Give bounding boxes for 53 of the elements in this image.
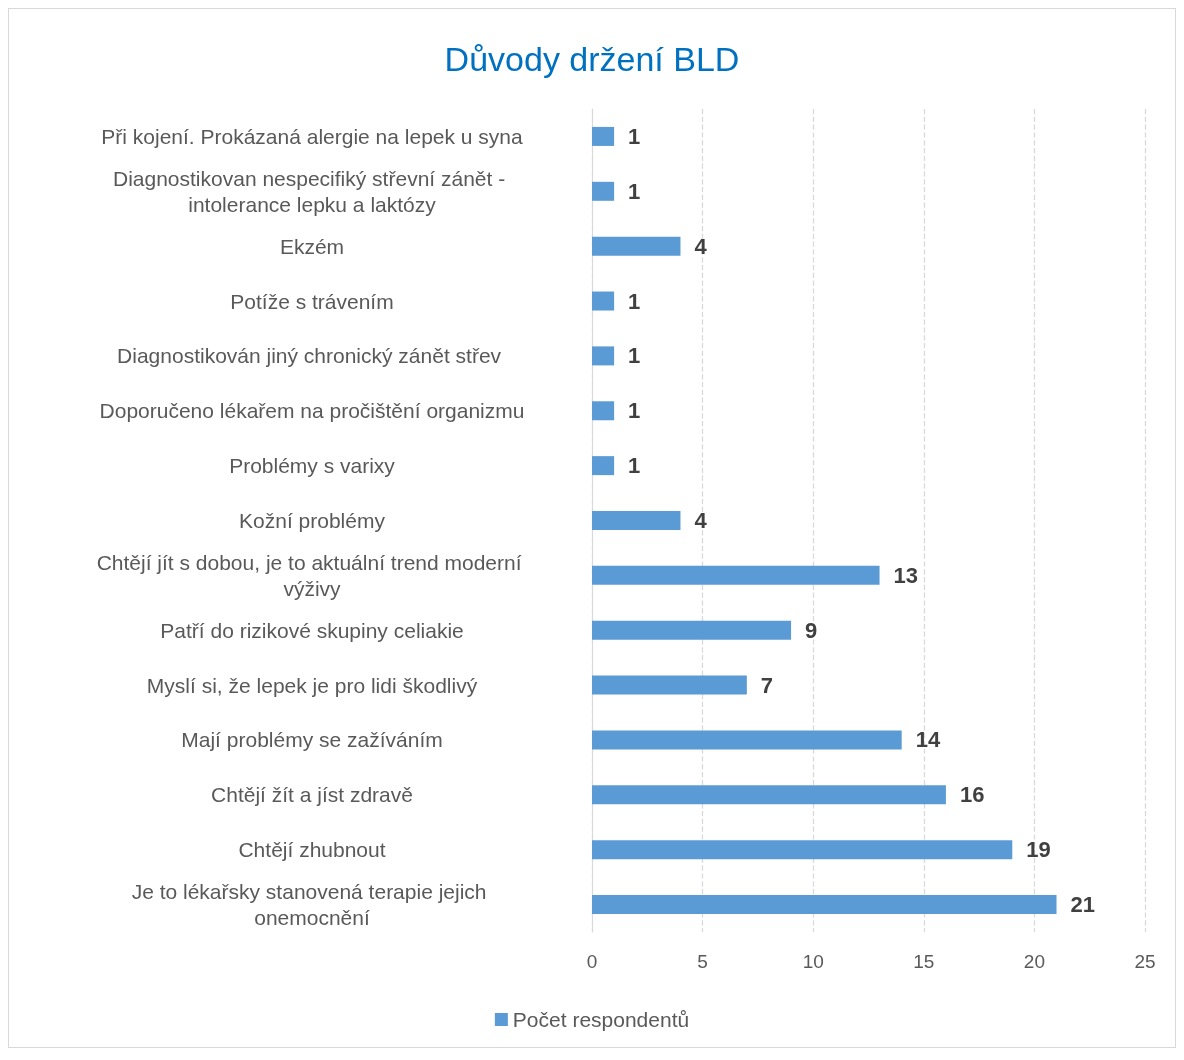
data-label: 13 [893, 562, 919, 588]
bar [592, 236, 681, 256]
y-tick-label: Problémy s varixy [229, 454, 396, 478]
bar [592, 346, 615, 366]
bar [592, 401, 615, 421]
data-label: 1 [628, 123, 641, 149]
y-tick-label: Doporučeno lékařem na pročištění organizmu [99, 399, 525, 423]
x-tick-label: 15 [913, 951, 935, 972]
x-tick-label: 10 [802, 951, 824, 972]
data-label: 19 [1026, 837, 1051, 863]
y-tick-label: Je to lékařsky stanovená terapie jejich onemocnění [131, 880, 493, 930]
y-tick-label: Chtějí zhubnout [238, 838, 386, 862]
data-label: 1 [628, 288, 641, 314]
y-tick-label: Diagnostikovan nespecifiký střevní zánět - intolerance lepku a laktózy [112, 166, 512, 216]
bar [592, 456, 615, 476]
y-tick-label: Ekzém [279, 234, 345, 258]
bar [592, 511, 681, 530]
y-tick-label: Kožní problémy [239, 509, 386, 532]
bar [592, 181, 615, 201]
data-label: 1 [628, 343, 641, 369]
bar [592, 291, 615, 311]
data-label: 1 [628, 178, 641, 204]
data-label: 1 [628, 453, 641, 479]
data-label: 9 [805, 617, 818, 643]
bar [592, 126, 615, 146]
bar [592, 675, 747, 695]
y-tick-label: Mají problémy se zažíváním [181, 728, 443, 752]
data-label: 16 [959, 782, 985, 808]
data-label: 21 [1070, 892, 1095, 918]
bar [592, 840, 1013, 860]
y-tick-label: Diagnostikován jiný chronický zánět střev [117, 344, 507, 368]
y-tick-label: Při kojení. Prokázaná alergie na lepek u syna [101, 124, 524, 148]
x-tick-label: 20 [1023, 951, 1045, 972]
bar [592, 785, 946, 805]
data-label: 14 [915, 727, 941, 753]
data-label: 4 [694, 233, 708, 259]
x-tick-label: 25 [1134, 951, 1156, 972]
bar [592, 565, 880, 585]
legend-label: Počet respondentů [512, 1008, 690, 1031]
data-label: 7 [760, 672, 774, 698]
y-tick-label: Chtějí jít s dobou, je to aktuální trend moderní výživy [96, 550, 528, 600]
x-tick-label: 5 [697, 951, 708, 972]
bar [592, 895, 1057, 915]
y-tick-label: Chtějí žít a jíst zdravě [211, 783, 413, 807]
y-tick-label: Patří do rizikové skupiny celiakie [160, 618, 464, 642]
y-tick-label: Myslí si, že lepek je pro lidi škodlivý [146, 673, 478, 697]
chart-title: Důvody držení BLD [444, 40, 740, 78]
data-label: 4 [694, 508, 708, 533]
bar [592, 620, 792, 640]
data-label: 1 [628, 398, 641, 424]
y-tick-label: Potíže s trávením [230, 289, 394, 313]
x-tick-label: 0 [586, 951, 598, 972]
bar [592, 730, 902, 750]
